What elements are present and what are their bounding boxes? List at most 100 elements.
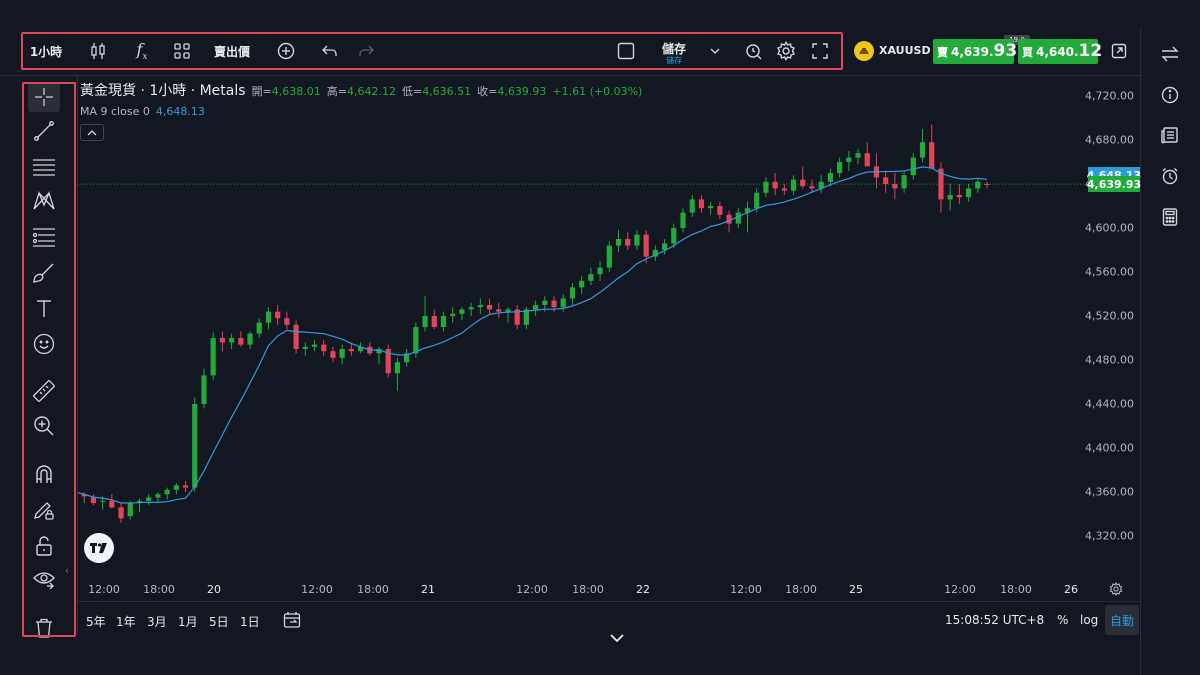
toolbar-highlight-box-left	[22, 82, 76, 637]
price-axis[interactable]: 4,720.004,680.004,640.004,600.004,560.00…	[1085, 76, 1142, 601]
candle-body	[671, 228, 677, 244]
crosshair-icon[interactable]	[28, 82, 60, 112]
time-tick-label: 25	[849, 583, 863, 596]
parallel-lines-icon[interactable]	[28, 152, 60, 182]
info-icon[interactable]	[1155, 80, 1185, 110]
buy-button[interactable]: 買 4,640. 12	[1018, 39, 1102, 64]
fx-icon[interactable]: fx	[136, 39, 148, 63]
candle-body	[109, 500, 115, 508]
tradingview-logo-icon[interactable]	[84, 533, 114, 563]
candle-body	[790, 179, 797, 191]
zoom-in-icon[interactable]	[28, 411, 60, 441]
open-external-icon[interactable]	[1106, 28, 1132, 74]
range-1d-button[interactable]: 1日	[240, 615, 260, 629]
time-tick-label: 21	[421, 583, 435, 596]
grid-icon[interactable]	[168, 28, 196, 74]
percent-toggle[interactable]: %	[1057, 613, 1069, 627]
candle-body	[643, 234, 649, 257]
text-tool-icon[interactable]	[28, 294, 60, 324]
time-tick-label: 12:00	[88, 583, 120, 596]
candle-body	[818, 181, 824, 189]
clock-timezone[interactable]: 15:08:52 UTC+8	[945, 613, 1045, 627]
candle-body	[90, 497, 97, 503]
candle-body	[938, 168, 944, 200]
candle-body	[330, 351, 336, 358]
ma-label[interactable]: MA 9 close 0	[80, 105, 150, 118]
candle-body	[321, 344, 327, 352]
ma-value: 4,648.13	[155, 105, 205, 118]
price-mode-button[interactable]: 賣出價	[206, 28, 258, 74]
undo-icon[interactable]	[316, 28, 344, 74]
eye-icon[interactable]	[28, 564, 60, 594]
candle-body	[136, 500, 143, 503]
candle-body	[348, 349, 354, 352]
candle-body	[615, 239, 622, 246]
range-1y-button[interactable]: 1年	[116, 615, 136, 629]
alarm-clock-icon[interactable]	[1155, 161, 1185, 191]
collapse-chevron-icon[interactable]: ‹	[64, 563, 70, 577]
range-5y-button[interactable]: 5年	[86, 615, 106, 629]
candle-body	[247, 333, 253, 345]
range-5d-button[interactable]: 5日	[209, 615, 229, 629]
goto-date-icon[interactable]	[281, 609, 303, 631]
save-label: 儲存	[661, 42, 686, 56]
close-label: 收=	[477, 85, 498, 98]
chevron-down-icon[interactable]	[706, 28, 724, 74]
candle-body	[975, 181, 981, 189]
swap-arrows-icon[interactable]	[1155, 39, 1185, 69]
pattern-xabcd-icon[interactable]	[28, 186, 60, 216]
save-button[interactable]: 儲存 儲存	[652, 28, 696, 74]
gold-coin-icon	[854, 41, 874, 61]
candle-body	[744, 208, 751, 213]
gear-icon[interactable]	[772, 28, 800, 74]
time-tick-label: 18:00	[143, 583, 175, 596]
legend-title: 黃金現貨 · 1小時 · Metals	[80, 83, 246, 99]
brush-icon[interactable]	[28, 258, 60, 288]
candle-body	[146, 497, 152, 501]
interval-button[interactable]: 1小時	[26, 28, 66, 74]
drawing-toolbar	[22, 82, 76, 638]
unlock-icon[interactable]	[28, 531, 60, 561]
candle-body	[956, 195, 962, 198]
news-icon[interactable]	[1155, 120, 1185, 150]
emoji-icon[interactable]	[28, 329, 60, 359]
calculator-icon[interactable]	[1155, 202, 1185, 232]
candle-body	[311, 344, 318, 347]
candles-icon[interactable]	[84, 28, 112, 74]
candle-body	[569, 287, 576, 299]
candle-body	[579, 280, 585, 288]
square-layout-icon[interactable]	[612, 28, 640, 74]
lock-drawing-icon[interactable]	[28, 495, 60, 525]
chart-pane[interactable]	[72, 76, 1088, 601]
candlestick-chart[interactable]	[72, 76, 1088, 601]
quick-search-icon[interactable]	[740, 28, 768, 74]
fib-retracement-icon[interactable]	[28, 222, 60, 252]
range-1m-button[interactable]: 1月	[178, 615, 198, 629]
candle-body	[680, 212, 686, 228]
candle-body	[772, 181, 778, 189]
range-3m-button[interactable]: 3月	[147, 615, 167, 629]
collapse-legend-button[interactable]	[80, 124, 104, 141]
sell-button[interactable]: 賣 4,639. 93	[933, 39, 1017, 64]
price-tick-label: 4,600.00	[1085, 221, 1134, 235]
log-toggle[interactable]: log	[1080, 613, 1099, 627]
time-tick-label: 12:00	[944, 583, 976, 596]
candle-body	[892, 184, 898, 189]
low-value: 4,636.51	[422, 85, 472, 98]
candle-body	[265, 311, 272, 323]
axis-settings-icon[interactable]	[1106, 580, 1126, 598]
redo-icon[interactable]	[352, 28, 380, 74]
magnet-icon[interactable]	[28, 459, 60, 489]
candle-body	[652, 250, 658, 257]
candle-body	[238, 338, 244, 345]
price-tick-label: 4,360.00	[1085, 485, 1134, 499]
last-price-badge: 4,639.93	[1086, 176, 1142, 193]
auto-scale-toggle[interactable]: 自動	[1105, 605, 1139, 635]
trash-icon[interactable]	[28, 613, 60, 643]
add-plus-icon[interactable]	[272, 28, 300, 74]
trend-line-icon[interactable]	[28, 116, 60, 146]
symbol-button[interactable]: XAUUSD	[852, 28, 932, 74]
expand-panel-chevron-icon[interactable]	[606, 630, 628, 646]
ruler-icon[interactable]	[28, 376, 60, 406]
fullscreen-icon[interactable]	[806, 28, 834, 74]
